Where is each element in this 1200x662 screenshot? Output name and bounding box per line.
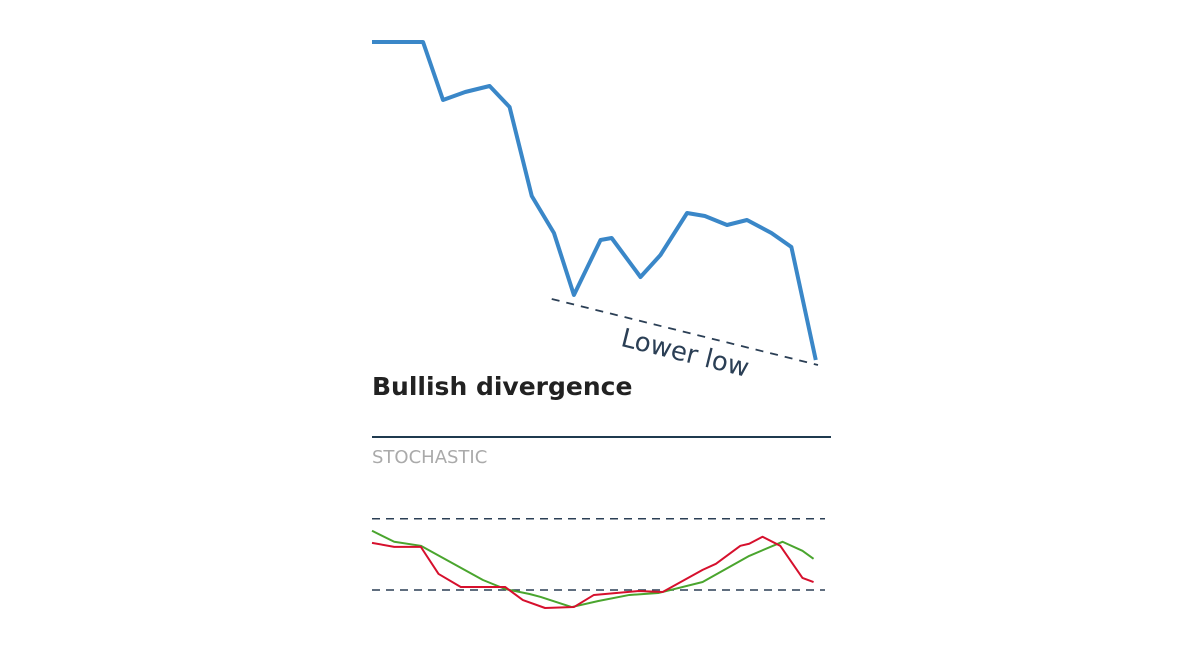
trend-line [551,298,819,366]
series-line [371,529,815,609]
series-line [372,40,818,361]
panel-title: STOCHASTIC [372,447,487,468]
chart-title: Bullish divergence [372,372,632,401]
series-line [371,535,814,610]
